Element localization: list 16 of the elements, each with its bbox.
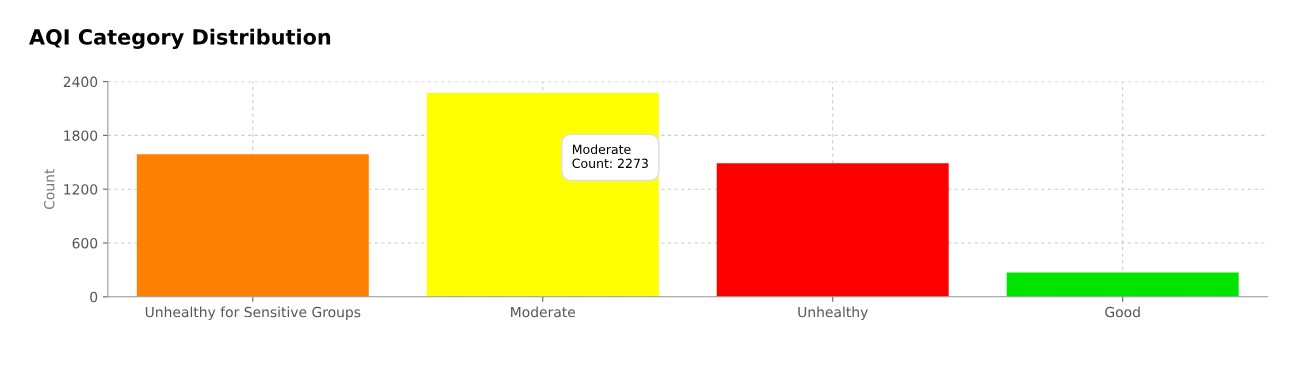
y-tick-label: 2400: [63, 76, 98, 88]
bar: [1006, 272, 1239, 297]
bar: [136, 154, 369, 297]
bar: [426, 93, 659, 297]
bar: [716, 163, 949, 297]
x-tick-label: Good: [1105, 306, 1140, 318]
annotation: Moderate Count: 2273: [572, 144, 648, 169]
y-axis-title: Count: [44, 168, 55, 210]
y-tick-label: 600: [72, 237, 98, 249]
y-tick-label: 1800: [64, 130, 98, 141]
x-tick-label: Unhealthy: [798, 306, 868, 320]
y-tick-label: 1200: [64, 184, 98, 195]
y-tick-label: 0: [90, 291, 98, 303]
x-tick-label: Moderate: [511, 306, 576, 318]
chart-title: AQI Category Distribution: [29, 28, 331, 50]
x-tick-label: Unhealthy for Sensitive Groups: [145, 306, 361, 320]
